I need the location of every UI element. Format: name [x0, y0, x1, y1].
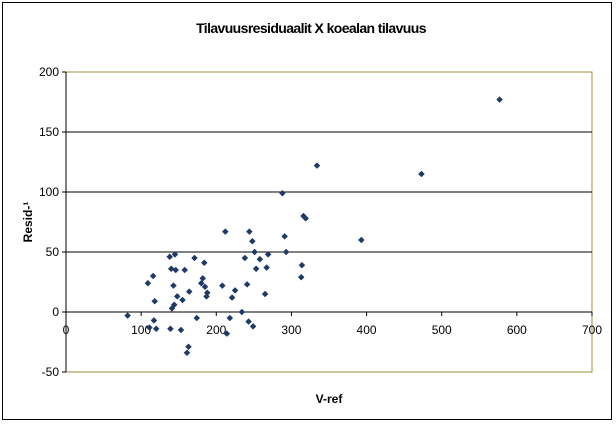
- data-point: [173, 293, 181, 300]
- y-tick-label: 0: [52, 305, 59, 319]
- x-tick-label: 400: [357, 323, 377, 337]
- data-point: [199, 275, 207, 282]
- x-axis-label: V-ref: [316, 392, 344, 406]
- x-tick-label: 500: [432, 323, 452, 337]
- data-point: [181, 266, 189, 274]
- data-point: [185, 288, 193, 295]
- data-point: [166, 253, 174, 261]
- data-point: [170, 301, 178, 309]
- data-point: [150, 317, 158, 324]
- data-point: [124, 312, 131, 319]
- data-point: [223, 330, 231, 337]
- data-point: [418, 170, 425, 178]
- data-point: [203, 289, 211, 297]
- data-point: [218, 282, 226, 289]
- y-tick-label: 200: [39, 65, 59, 79]
- data-point: [251, 248, 258, 256]
- x-axis-ticks: 0100200300400500600700: [63, 312, 602, 337]
- data-points: [124, 96, 503, 357]
- data-point: [183, 349, 191, 357]
- data-point: [185, 343, 192, 351]
- data-point: [263, 264, 270, 271]
- data-point: [171, 251, 179, 258]
- y-tick-label: 50: [46, 245, 60, 259]
- data-point: [152, 325, 160, 333]
- y-axis-ticks: -50 0 50 100 150 200: [39, 65, 67, 379]
- data-point: [201, 283, 209, 291]
- data-point: [252, 265, 260, 273]
- data-point: [243, 281, 251, 288]
- x-tick-label: 700: [582, 323, 602, 337]
- data-point: [226, 314, 234, 322]
- data-point: [149, 272, 157, 280]
- data-point: [241, 254, 249, 262]
- data-point: [172, 266, 180, 274]
- data-point: [281, 233, 289, 240]
- y-axis-label: Resid-¹: [21, 202, 35, 243]
- data-point: [264, 251, 272, 258]
- x-tick-label: 600: [507, 323, 527, 337]
- data-point: [177, 326, 185, 334]
- data-point: [167, 325, 174, 333]
- chart-title: Tilavuusresiduaalit X koealan tilavuus: [196, 20, 427, 36]
- data-point: [238, 308, 246, 316]
- data-point: [221, 228, 229, 235]
- data-point: [144, 279, 152, 287]
- data-point: [231, 287, 239, 294]
- data-point: [298, 261, 306, 269]
- x-tick-label: 300: [281, 323, 301, 337]
- data-point: [249, 323, 257, 330]
- y-tick-label: 100: [39, 185, 59, 199]
- x-tick-label: 100: [131, 323, 151, 337]
- data-point: [302, 215, 310, 222]
- data-point: [200, 259, 208, 267]
- data-point: [261, 290, 269, 298]
- data-point: [146, 324, 153, 331]
- data-point: [256, 255, 264, 263]
- data-point: [357, 236, 365, 244]
- data-point: [228, 294, 236, 301]
- data-point: [496, 96, 503, 103]
- data-point: [170, 282, 177, 289]
- data-point: [279, 189, 286, 197]
- x-tick-label: 200: [206, 323, 226, 337]
- data-point: [245, 228, 253, 235]
- data-point: [179, 296, 186, 304]
- data-point: [297, 273, 305, 281]
- data-point: [282, 248, 290, 256]
- data-point: [191, 254, 198, 262]
- data-point: [245, 318, 252, 325]
- y-tick-label: -50: [42, 365, 60, 379]
- data-point: [151, 297, 159, 305]
- data-point: [249, 237, 256, 245]
- data-point: [313, 162, 321, 169]
- data-point: [193, 314, 201, 322]
- y-tick-label: 150: [39, 125, 59, 139]
